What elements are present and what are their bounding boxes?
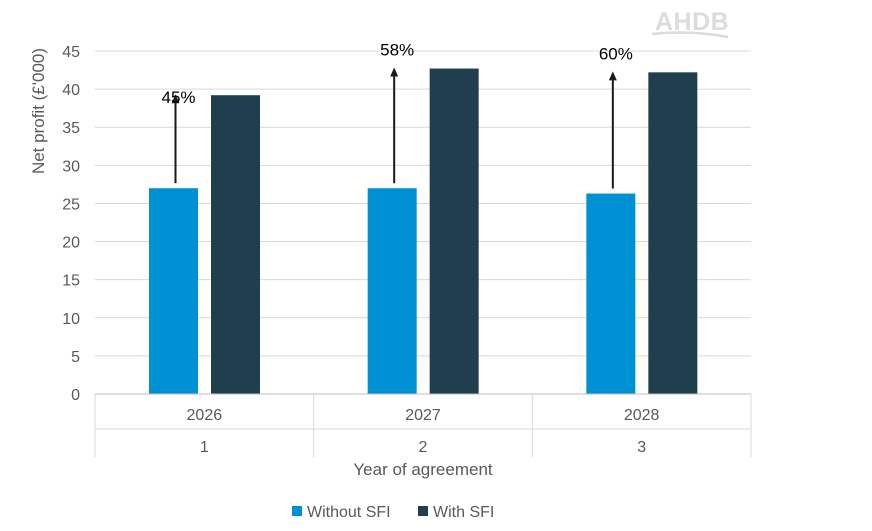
y-axis-label: Net profit (£'000) — [29, 48, 48, 174]
y-axis-ticks: 0 5 10 15 20 25 30 35 40 45 — [62, 44, 80, 404]
x-axis-label: Year of agreement — [353, 460, 493, 479]
y-tick-label: 10 — [62, 311, 80, 328]
bar-without-sfi-2027 — [367, 188, 417, 394]
legend-item-without-sfi: Without SFI — [292, 504, 391, 521]
ahdb-logo: AHDB — [651, 8, 729, 39]
x-tick-label-agreement-year: 2 — [419, 439, 428, 456]
increase-arrows: 45% 58% 60% — [161, 41, 633, 189]
legend: Without SFI With SFI — [292, 504, 494, 521]
bar-without-sfi-2026 — [149, 188, 198, 394]
increase-arrow-2027 — [390, 67, 399, 184]
gridlines — [95, 50, 751, 357]
increase-label-2026: 45% — [161, 88, 195, 107]
bar-with-sfi-2027 — [429, 68, 479, 394]
y-tick-label: 5 — [71, 349, 80, 366]
y-tick-label: 0 — [71, 387, 80, 404]
logo-text: AHDB — [655, 8, 729, 36]
bars — [149, 68, 698, 394]
y-tick-label: 35 — [62, 120, 80, 137]
legend-swatch — [418, 506, 428, 516]
bar-with-sfi-2026 — [211, 95, 260, 394]
increase-label-2027: 58% — [380, 41, 414, 60]
x-tick-label-year: 2028 — [624, 407, 660, 424]
increase-arrow-2026 — [171, 94, 180, 184]
x-tick-label-year: 2027 — [405, 407, 441, 424]
legend-label: With SFI — [433, 504, 494, 521]
increase-arrow-2028 — [608, 71, 617, 189]
bar-without-sfi-2028 — [586, 193, 636, 394]
y-tick-label: 20 — [62, 235, 80, 252]
legend-label: Without SFI — [307, 504, 391, 521]
x-tick-label-agreement-year: 1 — [200, 439, 209, 456]
legend-item-with-sfi: With SFI — [418, 504, 494, 521]
increase-label-2028: 60% — [599, 44, 633, 63]
y-tick-label: 30 — [62, 158, 80, 175]
bar-with-sfi-2028 — [648, 72, 698, 394]
legend-swatch — [292, 506, 302, 516]
y-tick-label: 15 — [62, 273, 80, 290]
x-tick-label-agreement-year: 3 — [637, 439, 646, 456]
x-axis: 2026 1 2027 2 2028 3 — [94, 393, 752, 457]
y-tick-label: 45 — [62, 44, 80, 61]
x-tick-label-year: 2026 — [187, 407, 223, 424]
y-tick-label: 40 — [62, 82, 80, 99]
y-tick-label: 25 — [62, 196, 80, 213]
